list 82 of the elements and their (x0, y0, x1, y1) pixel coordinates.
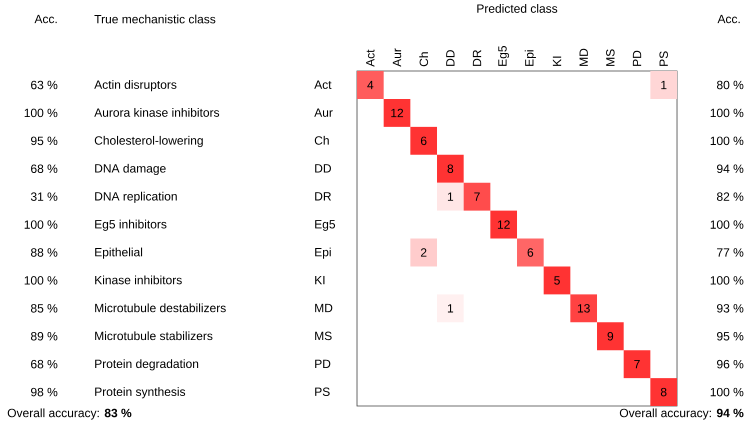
text: Eg5 inhibitors (95, 220, 166, 231)
data-label: 7 (634, 360, 640, 368)
text: Epithelial (95, 248, 142, 259)
y2-tick-label: 77 % (717, 248, 744, 257)
x-tick-label: Act (366, 50, 375, 67)
y2-axis-title: Acc. (718, 14, 740, 24)
text: 98 % (31, 388, 58, 396)
x-tick-label: Aur (392, 48, 402, 67)
text: 68 % (31, 164, 58, 173)
y-tick-label: KI (315, 276, 324, 284)
y-tick-label: DD (315, 164, 331, 173)
x-tick-label: KI (552, 56, 562, 66)
y-tick-label: DR (315, 192, 331, 200)
text: 88 % (30, 248, 58, 257)
data-label: 2 (420, 248, 426, 257)
x-axis-title: Predicted class (477, 4, 558, 13)
text: DNA damage (95, 164, 166, 176)
y-tick-label: Ch (314, 136, 329, 145)
text: Protein degradation (95, 359, 198, 370)
y2-tick-label: 100 % (710, 136, 744, 146)
y2-tick-label: 82 % (716, 192, 744, 201)
data-label: 1 (661, 80, 666, 90)
data-label: 13 (578, 304, 590, 313)
text: 85 % (30, 304, 58, 313)
text: 100 % (24, 108, 58, 118)
data-label: 8 (448, 164, 454, 173)
x-tick-label: Ch (419, 52, 428, 66)
text: Cholesterol-lowering (94, 136, 203, 148)
text: Actin disruptors (94, 80, 176, 92)
text: 100 % (24, 220, 58, 229)
data-label: 7 (474, 192, 480, 201)
data-label: 9 (608, 332, 614, 340)
y2-tick-label: 100 % (710, 220, 744, 229)
data-label: 5 (554, 276, 560, 285)
x-tick-label: PS (659, 51, 668, 66)
text: Overall accuracy: 83 % (8, 408, 132, 420)
x-tick-label: MS (606, 49, 615, 66)
text: 89 % (30, 332, 58, 340)
y-tick-label: PD (315, 360, 330, 368)
text: Microtubule stabilizers (95, 331, 212, 340)
y-tick-label: PS (315, 388, 330, 396)
text: 95 % (31, 136, 58, 146)
y-tick-label: MD (315, 304, 332, 312)
data-label: 1 (448, 192, 454, 201)
y-tick-label: Epi (315, 248, 331, 259)
y2-tick-label: 80 % (716, 80, 744, 90)
data-label: 1 (448, 304, 454, 312)
data-label: 6 (528, 248, 534, 257)
text: Aurora kinase inhibitors (94, 108, 220, 117)
x-tick-label: Epi (524, 50, 536, 66)
x-tick-label: MD (580, 48, 588, 66)
data-label: 8 (660, 388, 667, 396)
y-tick-label: MS (315, 332, 332, 340)
y2-tick-label: 100 % (710, 276, 744, 285)
y2-tick-label: 94 % (717, 164, 744, 173)
text: DNA replication (95, 192, 177, 203)
text: Microtubule destabilizers (95, 303, 226, 312)
y-tick-label: Act (314, 80, 332, 89)
y-tick-label: Eg5 (315, 220, 336, 231)
text: Acc. (34, 14, 57, 24)
text: 68 % (31, 360, 58, 368)
x-tick-label: DR (472, 50, 482, 66)
y-tick-label: Aur (314, 108, 333, 117)
x-tick-label: PD (632, 50, 642, 66)
data-label: 4 (367, 80, 374, 90)
text: True mechanistic class (94, 14, 216, 24)
y2-tick-label: 93 % (717, 304, 744, 313)
y2-tick-label: 95 % (717, 332, 744, 340)
text: 100 % (24, 276, 58, 285)
text: Kinase inhibitors (95, 276, 182, 284)
text: Protein synthesis (95, 387, 186, 398)
text: 63 % (31, 80, 58, 90)
y2-tick-label: 100 % (710, 388, 744, 396)
x-tick-label: DD (446, 50, 454, 66)
y2-tick-label: 96 % (717, 360, 744, 368)
text: 31 % (30, 192, 58, 201)
text: Overall accuracy: 94 % (620, 408, 744, 420)
data-label: 12 (498, 220, 510, 229)
data-label: 12 (391, 108, 404, 118)
data-label: 6 (420, 136, 426, 146)
x-tick-label: Eg5 (498, 46, 510, 66)
y2-tick-label: 100 % (710, 108, 744, 118)
